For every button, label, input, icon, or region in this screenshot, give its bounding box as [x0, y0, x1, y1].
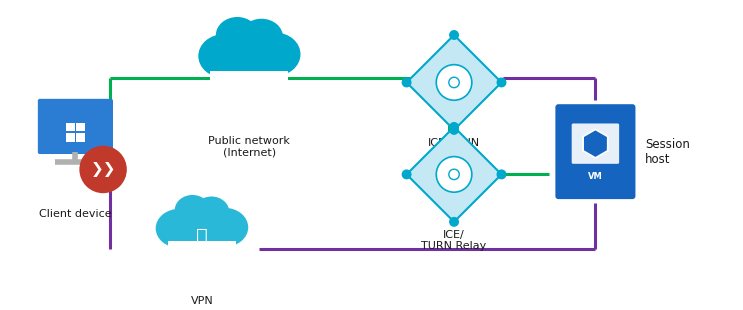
Circle shape	[402, 78, 411, 87]
Text: Public network
(Internet): Public network (Internet)	[209, 136, 291, 157]
FancyBboxPatch shape	[571, 123, 619, 164]
FancyBboxPatch shape	[66, 133, 74, 142]
FancyBboxPatch shape	[66, 123, 74, 131]
Text: VM: VM	[588, 172, 603, 181]
Circle shape	[402, 170, 411, 179]
Circle shape	[450, 218, 458, 226]
Text: Client device: Client device	[39, 209, 111, 219]
Bar	[168, 241, 236, 267]
Ellipse shape	[436, 157, 472, 192]
FancyBboxPatch shape	[77, 133, 85, 142]
Circle shape	[450, 126, 458, 134]
Text: ICE/STUN: ICE/STUN	[428, 138, 480, 148]
Ellipse shape	[449, 169, 459, 179]
FancyBboxPatch shape	[77, 123, 85, 131]
FancyBboxPatch shape	[38, 99, 113, 154]
Ellipse shape	[169, 217, 235, 260]
Bar	[210, 72, 288, 100]
Text: ❯❯: ❯❯	[91, 162, 116, 177]
FancyBboxPatch shape	[555, 104, 635, 199]
Circle shape	[450, 123, 458, 131]
Ellipse shape	[198, 34, 250, 78]
Circle shape	[450, 31, 458, 39]
Circle shape	[497, 170, 506, 179]
Ellipse shape	[201, 208, 248, 247]
Ellipse shape	[449, 77, 459, 88]
Text: VPN: VPN	[191, 296, 213, 306]
Text: Session
host: Session host	[645, 138, 690, 166]
Ellipse shape	[175, 195, 210, 226]
Ellipse shape	[215, 17, 259, 54]
Ellipse shape	[240, 19, 283, 55]
Ellipse shape	[436, 65, 472, 100]
Circle shape	[80, 146, 127, 193]
Ellipse shape	[194, 197, 230, 227]
Polygon shape	[406, 127, 502, 222]
Text: ICE/
TURN Relay: ICE/ TURN Relay	[421, 230, 487, 251]
Ellipse shape	[250, 33, 300, 76]
Ellipse shape	[212, 43, 286, 95]
Circle shape	[497, 78, 506, 87]
Ellipse shape	[156, 209, 203, 248]
Text: 🔒: 🔒	[196, 227, 208, 246]
Polygon shape	[406, 35, 502, 130]
